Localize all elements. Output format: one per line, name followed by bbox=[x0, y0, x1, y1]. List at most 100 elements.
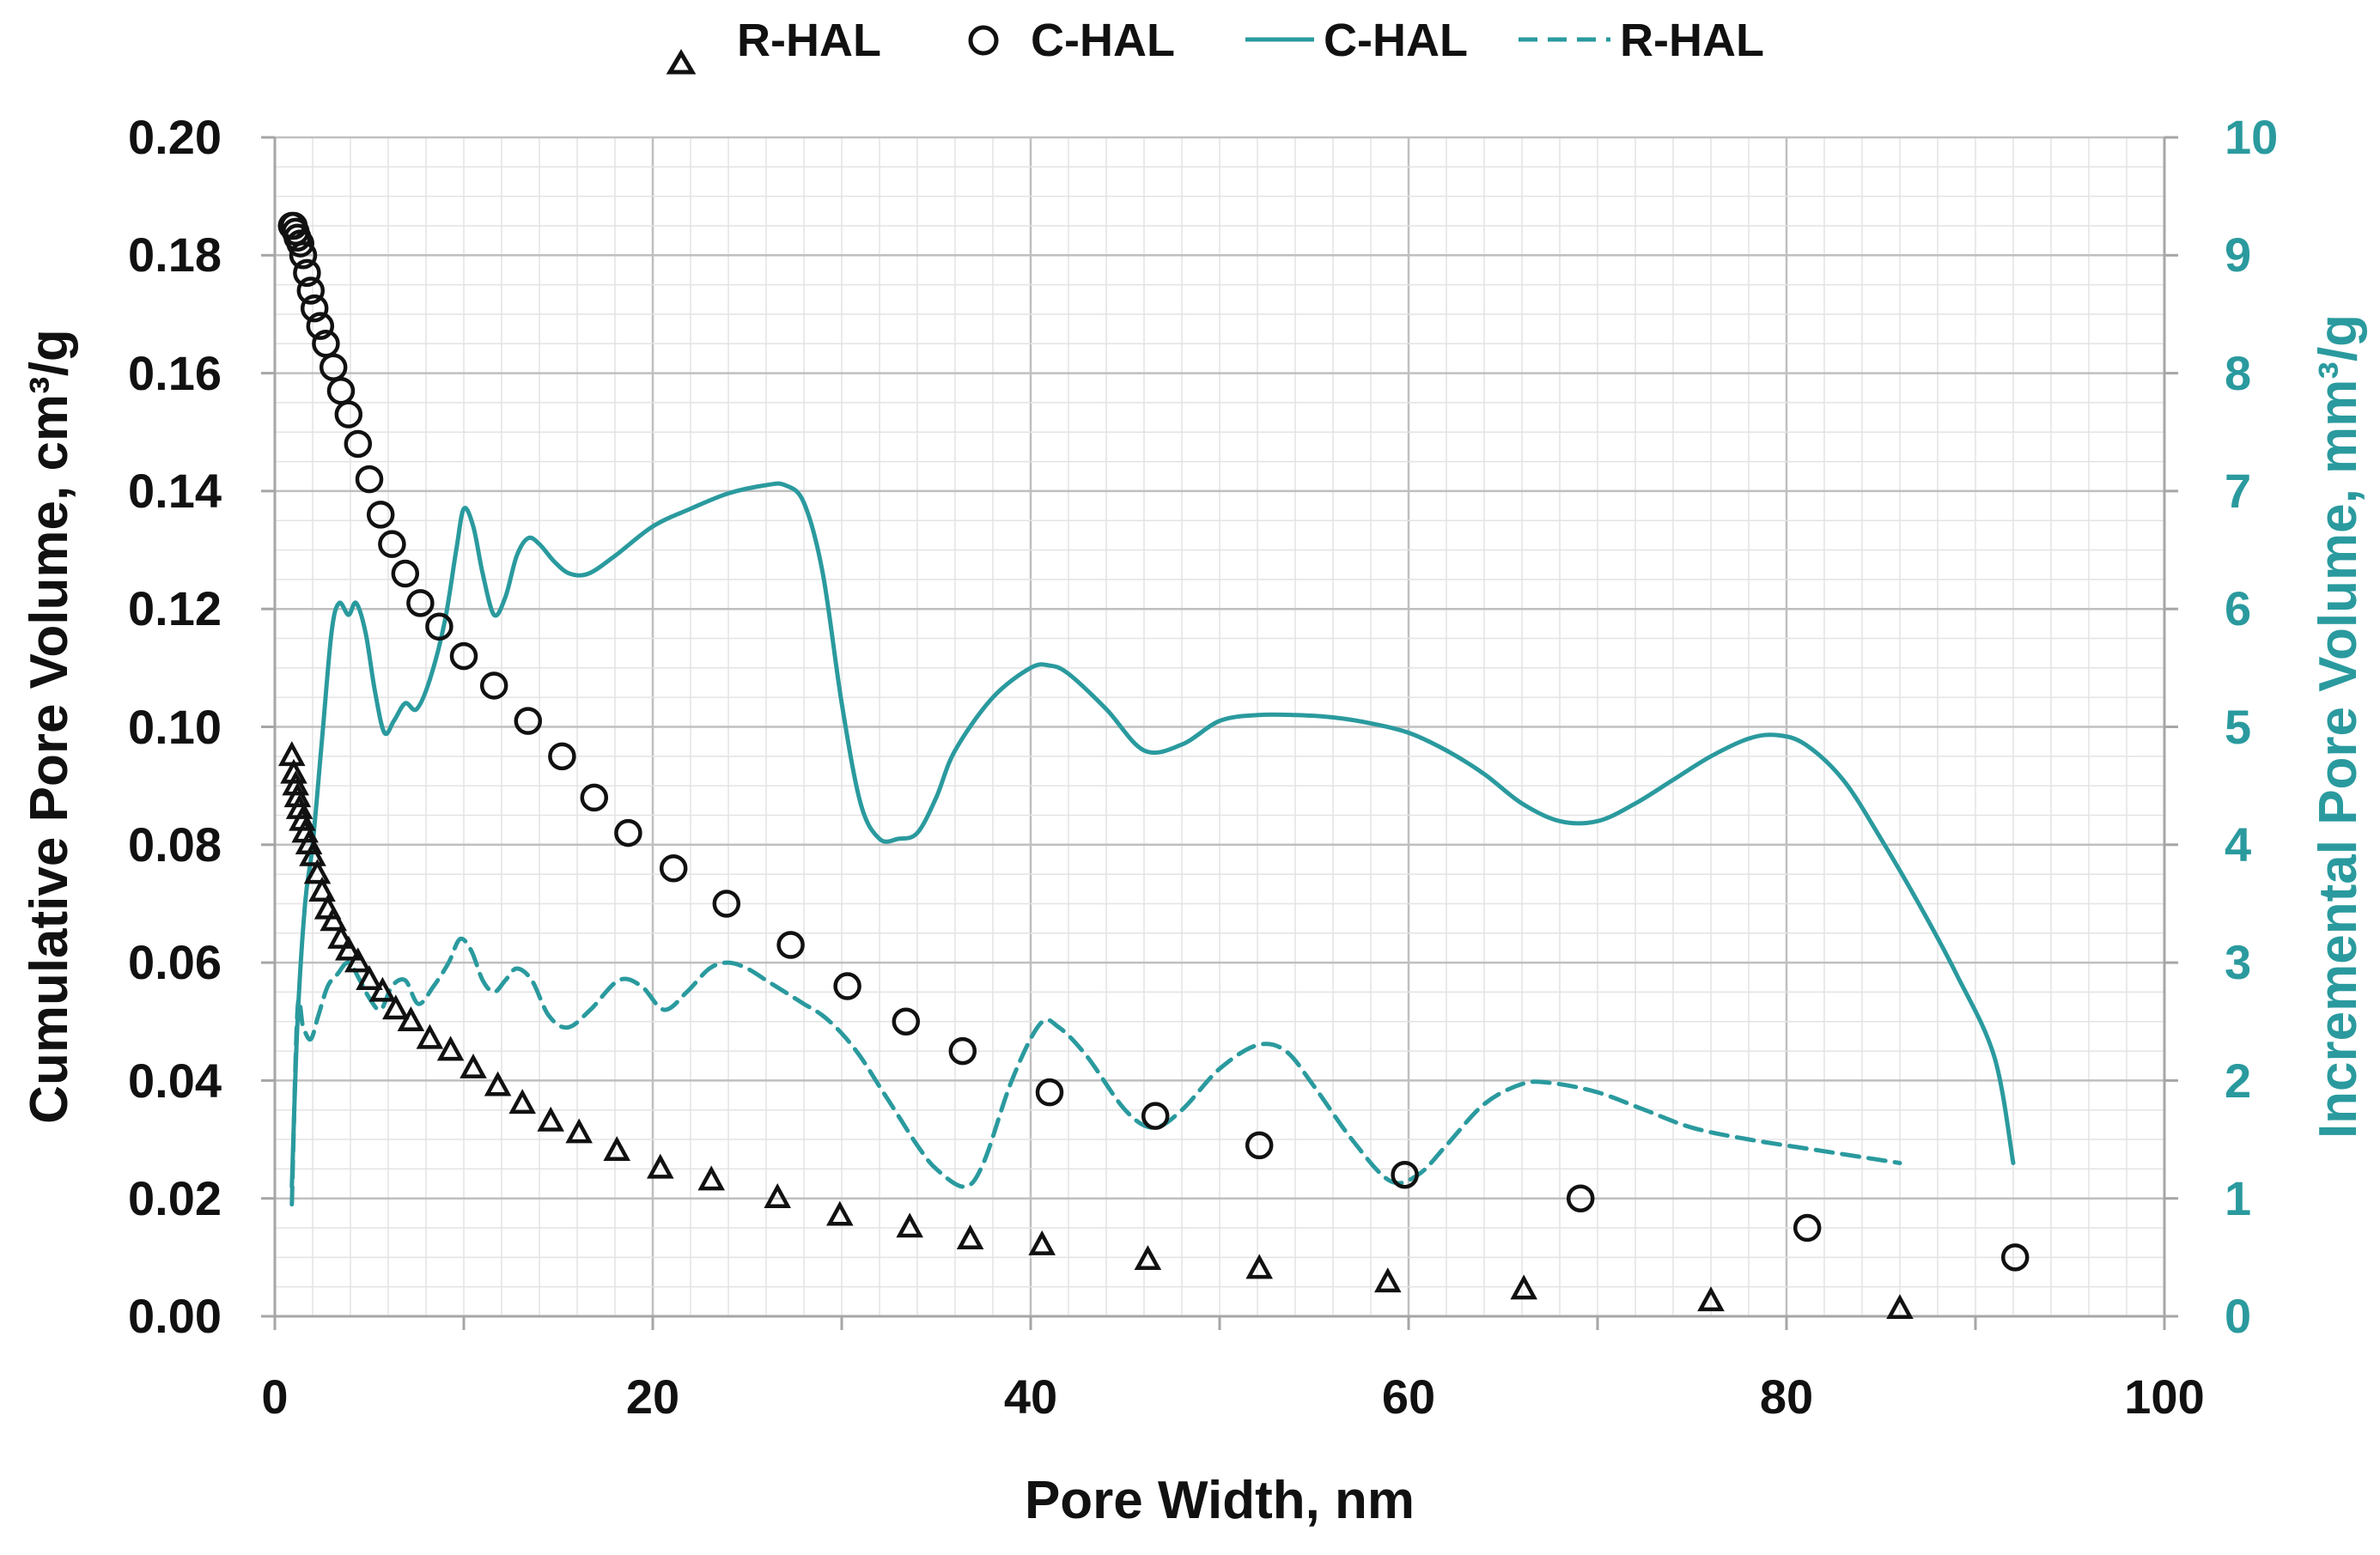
y-left-tick-label: 0.16 bbox=[128, 346, 222, 400]
triangle-marker-r-hal bbox=[308, 877, 336, 902]
legend-label-r-hal-markers: R-HAL bbox=[737, 15, 881, 66]
x-tick-label: 100 bbox=[2124, 1370, 2204, 1424]
legend-label-r-hal-line: R-HAL bbox=[1620, 15, 1764, 66]
y-left-tick-label: 0.20 bbox=[128, 110, 222, 164]
triangle-marker-r-hal bbox=[1886, 1294, 1914, 1320]
triangle-marker-r-hal bbox=[1245, 1254, 1273, 1279]
left-axis-tick-labels: 0.00 0.02 0.04 0.06 0.08 0.10 0.12 0.14 … bbox=[128, 110, 222, 1343]
legend-circle-marker bbox=[968, 25, 999, 56]
y-right-tick-label: 8 bbox=[2225, 346, 2251, 400]
y-right-tick-label: 4 bbox=[2225, 817, 2251, 872]
circle-marker-c-hal bbox=[334, 400, 363, 428]
triangle-marker-r-hal bbox=[565, 1118, 593, 1144]
triangle-marker-r-hal bbox=[416, 1024, 444, 1049]
circle-marker-c-hal bbox=[2000, 1243, 2030, 1272]
triangle-marker-r-hal bbox=[537, 1106, 564, 1132]
grid-lines bbox=[275, 136, 2164, 1316]
triangle-marker-r-hal bbox=[603, 1136, 630, 1162]
legend-label-c-hal-markers: C-HAL bbox=[1031, 15, 1175, 66]
triangle-marker-r-hal bbox=[327, 923, 355, 949]
circle-marker-c-hal bbox=[1245, 1131, 1274, 1160]
right-axis-tick-labels: 0 1 2 3 4 5 6 7 8 9 10 bbox=[2225, 110, 2278, 1343]
triangle-marker-r-hal bbox=[320, 906, 347, 932]
legend-triangle-marker bbox=[666, 49, 697, 75]
triangle-marker-r-hal bbox=[1028, 1230, 1056, 1255]
circle-marker-c-hal bbox=[580, 783, 609, 812]
triangle-marker-r-hal bbox=[382, 994, 410, 1020]
y-left-tick-label: 0.06 bbox=[128, 935, 222, 989]
y-right-tick-label: 7 bbox=[2225, 464, 2251, 518]
triangle-marker-r-hal bbox=[697, 1165, 725, 1191]
marker-series bbox=[277, 211, 2030, 1320]
triangle-marker-r-hal bbox=[896, 1212, 923, 1238]
triangle-marker-r-hal bbox=[1374, 1267, 1402, 1293]
circle-marker-c-hal bbox=[366, 501, 395, 529]
x-tick-label: 0 bbox=[261, 1370, 288, 1424]
series-line-c-hal-solid bbox=[289, 481, 2016, 1189]
circle-marker-c-hal bbox=[948, 1036, 977, 1066]
circle-marker-c-hal bbox=[614, 818, 642, 847]
y-right-axis-title: Incremental Pore Volume, mm³/g bbox=[2309, 314, 2368, 1139]
circle-marker-c-hal bbox=[514, 707, 543, 735]
circle-marker-c-hal bbox=[659, 854, 688, 883]
circle-marker-c-hal bbox=[306, 312, 335, 340]
circle-marker-c-hal bbox=[1141, 1102, 1170, 1130]
triangle-marker-r-hal bbox=[299, 841, 326, 866]
triangle-marker-r-hal bbox=[1510, 1274, 1537, 1300]
y-right-tick-label: 10 bbox=[2225, 110, 2278, 164]
circle-marker-c-hal bbox=[344, 429, 373, 459]
x-tick-label: 80 bbox=[1760, 1370, 1813, 1424]
y-right-tick-label: 5 bbox=[2225, 700, 2251, 754]
y-left-tick-label: 0.08 bbox=[128, 817, 222, 872]
x-axis-title: Pore Width, nm bbox=[1025, 1471, 1415, 1530]
circle-marker-c-hal bbox=[286, 229, 314, 258]
tick-marks bbox=[261, 136, 2178, 1330]
circle-marker-c-hal bbox=[289, 241, 318, 270]
circle-marker-c-hal bbox=[833, 972, 861, 1000]
triangle-marker-r-hal bbox=[368, 976, 397, 1002]
y-left-axis-title: Cumulative Pore Volume, cm³/g bbox=[20, 329, 79, 1124]
circle-marker-c-hal bbox=[712, 890, 741, 918]
y-left-tick-label: 0.12 bbox=[128, 581, 222, 635]
circle-marker-c-hal bbox=[391, 559, 420, 588]
triangle-marker-r-hal bbox=[956, 1224, 984, 1250]
y-left-tick-label: 0.14 bbox=[128, 464, 222, 518]
y-right-tick-label: 6 bbox=[2225, 581, 2251, 635]
y-right-tick-label: 2 bbox=[2225, 1054, 2251, 1108]
triangle-marker-r-hal bbox=[460, 1053, 487, 1078]
x-tick-label: 20 bbox=[626, 1370, 679, 1424]
legend-label-c-hal-line: C-HAL bbox=[1324, 15, 1468, 66]
triangle-marker-r-hal bbox=[344, 947, 372, 973]
circle-marker-c-hal bbox=[479, 671, 508, 700]
triangle-marker-r-hal bbox=[436, 1036, 465, 1061]
circle-marker-c-hal bbox=[776, 931, 805, 959]
circle-marker-c-hal bbox=[378, 530, 406, 558]
circle-marker-c-hal bbox=[1566, 1184, 1595, 1212]
y-left-tick-label: 0.18 bbox=[128, 228, 222, 282]
triangle-marker-r-hal bbox=[764, 1183, 791, 1208]
circle-marker-c-hal bbox=[548, 742, 576, 771]
y-right-tick-label: 0 bbox=[2225, 1289, 2251, 1343]
circle-marker-c-hal bbox=[406, 589, 435, 617]
triangle-marker-r-hal bbox=[508, 1089, 536, 1115]
circle-marker-c-hal bbox=[892, 1007, 921, 1036]
triangle-marker-r-hal bbox=[484, 1071, 512, 1096]
y-right-tick-label: 3 bbox=[2225, 935, 2251, 989]
y-right-tick-label: 9 bbox=[2225, 228, 2251, 282]
triangle-marker-r-hal bbox=[1697, 1286, 1725, 1312]
triangle-marker-r-hal bbox=[826, 1200, 854, 1226]
triangle-marker-r-hal bbox=[647, 1153, 674, 1179]
y-right-tick-label: 1 bbox=[2225, 1171, 2251, 1225]
x-axis-tick-labels: 0 20 40 60 80 100 bbox=[261, 1370, 2204, 1424]
circle-marker-c-hal bbox=[1035, 1078, 1064, 1107]
y-left-tick-label: 0.10 bbox=[128, 700, 222, 754]
circle-marker-c-hal bbox=[425, 612, 453, 641]
triangle-marker-r-hal bbox=[303, 859, 332, 884]
circle-marker-c-hal bbox=[296, 276, 326, 305]
y-left-tick-label: 0.00 bbox=[128, 1289, 222, 1343]
legend: R-HAL C-HAL C-HAL R-HAL bbox=[666, 15, 1764, 75]
circle-marker-c-hal bbox=[1793, 1213, 1822, 1242]
circle-marker-c-hal bbox=[293, 258, 321, 288]
circle-marker-c-hal bbox=[449, 641, 478, 671]
